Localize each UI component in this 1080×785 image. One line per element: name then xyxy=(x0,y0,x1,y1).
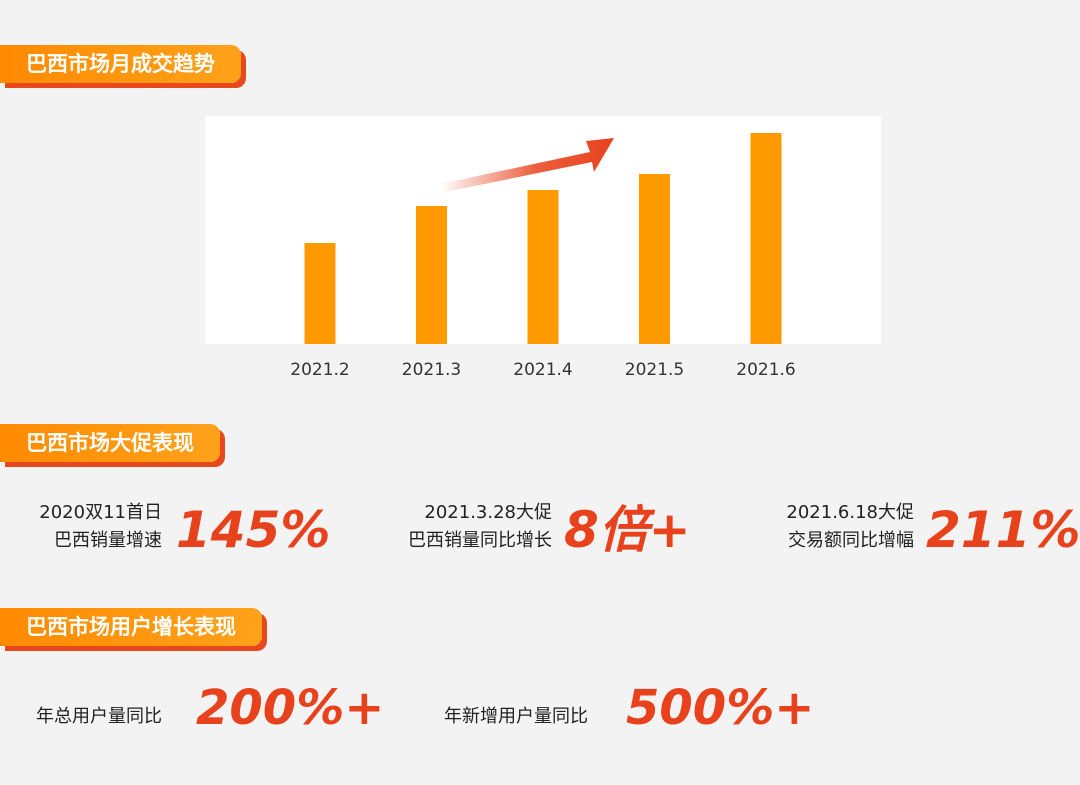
x-tick-label: 2021.3 xyxy=(402,360,461,380)
trend-arrow xyxy=(440,138,614,192)
bar-2021.4 xyxy=(527,190,559,344)
x-tick-label: 2021.4 xyxy=(513,360,572,380)
users-value-2: 500%+ xyxy=(626,680,815,736)
bar-2021.2 xyxy=(304,243,336,344)
promo-value-1: 145% xyxy=(176,501,331,559)
bar-2021.6 xyxy=(750,133,782,344)
promo-label-2: 2021.3.28大促 巴西销量同比增长 xyxy=(408,502,552,551)
section-title-users: 巴西市场用户增长表现 xyxy=(0,608,262,646)
bar-2021.5 xyxy=(639,174,670,344)
users-value-1: 200%+ xyxy=(196,680,385,736)
bar-2021.3 xyxy=(416,206,447,344)
trend-arrow-icon xyxy=(440,138,614,192)
promo-value-3: 211% xyxy=(926,501,1080,559)
promo-label-3: 2021.6.18大促 交易额同比增幅 xyxy=(786,502,914,551)
promo-value-2: 8倍+ xyxy=(564,501,691,559)
section-title-promo: 巴西市场大促表现 xyxy=(0,424,220,462)
x-tick-label: 2021.5 xyxy=(625,360,684,380)
section-title-trend: 巴西市场月成交趋势 xyxy=(0,45,241,83)
x-tick-label: 2021.2 xyxy=(290,360,349,380)
users-label-1: 年总用户量同比 xyxy=(36,706,162,727)
promo-label-1: 2020双11首日 巴西销量增速 xyxy=(39,502,162,551)
x-tick-label: 2021.6 xyxy=(736,360,795,380)
users-label-2: 年新增用户量同比 xyxy=(444,706,588,727)
